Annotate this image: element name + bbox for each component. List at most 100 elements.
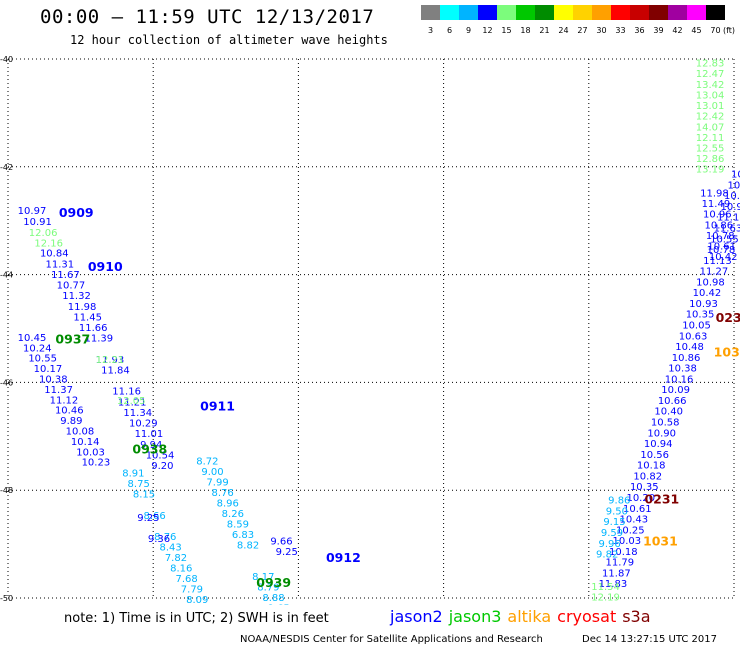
swh-value: 12.83 [696, 59, 725, 70]
swh-value: 10.28 [724, 191, 740, 202]
swh-value: 11.13 [703, 256, 732, 267]
swh-value: 10.77 [57, 281, 86, 292]
swh-value: 11.66 [79, 323, 108, 334]
swh-value: 10.24 [23, 343, 52, 354]
swh-value: 8.43 [159, 542, 181, 553]
swh-value: 10.46 [55, 406, 84, 417]
legend-swatch-70 [706, 5, 725, 20]
legend-swatch-6 [440, 5, 459, 20]
legend-tick-label: 45 [691, 26, 702, 35]
swh-value: 11.87 [602, 568, 631, 579]
swh-value: 11.19 [717, 213, 740, 224]
swh-value: 8.26 [222, 509, 244, 520]
swh-value: 10.61 [707, 242, 736, 253]
swh-value: 10.25 [616, 525, 645, 536]
legend-tick-label: 15 [501, 26, 512, 35]
credit-line: NOAA/NESDIS Center for Satellite Applica… [240, 634, 543, 645]
swh-value: 11.83 [599, 579, 628, 590]
legend-tick-label: 70 [710, 26, 721, 35]
legend-unit-label: (ft) [722, 26, 736, 35]
swh-value: 10.43 [619, 515, 648, 526]
swh-value: 8.65 [267, 603, 289, 605]
swh-value: 8.76 [212, 488, 234, 499]
legend-swatch-36 [630, 5, 649, 20]
swh-value: 10.08 [66, 427, 95, 438]
swh-value: 10.54 [146, 450, 175, 461]
swh-value: 13.04 [696, 90, 725, 101]
swh-value: 10.38 [668, 364, 697, 375]
legend-swatch-24 [554, 5, 573, 20]
map-grid [7, 58, 735, 599]
swh-value: 10.86 [704, 220, 733, 231]
map-title: 00:00 – 11:59 UTC 12/13/2017 [40, 6, 375, 28]
swh-value: 10.40 [654, 407, 683, 418]
altimeter-tracks: 10.9710.9110.8411.3111.6710.7711.3211.98… [18, 59, 740, 605]
swh-value: 11.54 [591, 582, 620, 593]
legend-tick-label: 9 [465, 26, 472, 35]
swh-value: 7.82 [165, 553, 187, 564]
swh-value: 11.16 [112, 387, 141, 398]
swh-value: 8.82 [237, 540, 259, 551]
satellite-legend-jason2: jason2 [390, 607, 443, 626]
swh-value: 12.42 [696, 112, 725, 123]
swh-value: 8.17 [252, 572, 274, 583]
lat-tick-label: -42 [0, 163, 13, 172]
swh-value: 10.03 [613, 536, 642, 547]
swh-value: 10.20 [626, 493, 655, 504]
pass-label: 0912 [326, 550, 361, 565]
swh-value: 11.31 [46, 259, 75, 270]
swh-value: 11.79 [606, 558, 635, 569]
swh-value: 14.07 [696, 122, 725, 133]
swh-value: 10.18 [609, 547, 638, 558]
satellite-legend-jason3: jason3 [448, 607, 502, 626]
swh-value: 8.79 [257, 582, 279, 593]
swh-value: 6.83 [232, 530, 254, 541]
swh-value: 9.96 [598, 539, 620, 550]
swh-value: 10.61 [623, 504, 652, 515]
swh-value: 9.66 [270, 537, 292, 548]
swh-value: 10.16 [665, 374, 694, 385]
swh-value: 10.78 [706, 231, 735, 242]
generation-timestamp: Dec 14 13:27:15 UTC 2017 [582, 634, 717, 645]
swh-value: 11.37 [44, 385, 73, 396]
swh-value: 11.39 [84, 334, 113, 345]
lat-tick-label: -50 [0, 594, 13, 603]
swh-value: 10.91 [23, 217, 52, 228]
lat-tick-label: -46 [0, 378, 13, 387]
legend-swatch-45 [687, 5, 706, 20]
swh-value: 8.09 [186, 595, 208, 605]
swh-value: 12.47 [696, 69, 725, 80]
swh-value: 9.89 [60, 416, 82, 427]
pass-label: 0231 [716, 310, 740, 325]
swh-value: 10.35 [686, 310, 715, 321]
lat-tick-label: -40 [0, 55, 13, 64]
swh-value: 11.27 [700, 267, 729, 278]
legend-tick-label: 18 [520, 26, 531, 35]
pass-label: 1031 [643, 534, 678, 549]
satellite-legend-altika: altika [507, 607, 552, 626]
swh-value: 8.15 [133, 490, 155, 501]
swh-value: 8.72 [196, 456, 218, 467]
legend-tick-label: 30 [596, 26, 607, 35]
swh-value: 11.45 [73, 312, 102, 323]
map-subtitle: 12 hour collection of altimeter wave hei… [70, 33, 388, 47]
swh-value: 8.75 [128, 479, 150, 490]
swh-value: 9.20 [151, 461, 173, 472]
swh-value: 10.93 [689, 299, 718, 310]
swh-value: 7.99 [206, 477, 228, 488]
swh-value: 12.55 [696, 143, 725, 154]
swh-value: 10.70 [728, 180, 740, 191]
swh-value: 10.29 [129, 419, 158, 430]
satellite-legend: jason2 jason3 altika cryosat s3a [390, 607, 657, 626]
swh-value: 10.82 [633, 471, 662, 482]
legend-swatch-42 [668, 5, 687, 20]
legend-swatch-18 [516, 5, 535, 20]
swh-value: 11.34 [123, 408, 152, 419]
swh-value: 12.11 [696, 133, 725, 144]
swh-value: 8.66 [144, 511, 166, 522]
swh-value: 10.23 [82, 458, 111, 469]
swh-value: 12.19 [591, 593, 620, 604]
pass-label: 0231 [644, 492, 679, 507]
swh-value: 12.06 [29, 228, 58, 239]
swh-value: 10.42 [709, 252, 738, 263]
